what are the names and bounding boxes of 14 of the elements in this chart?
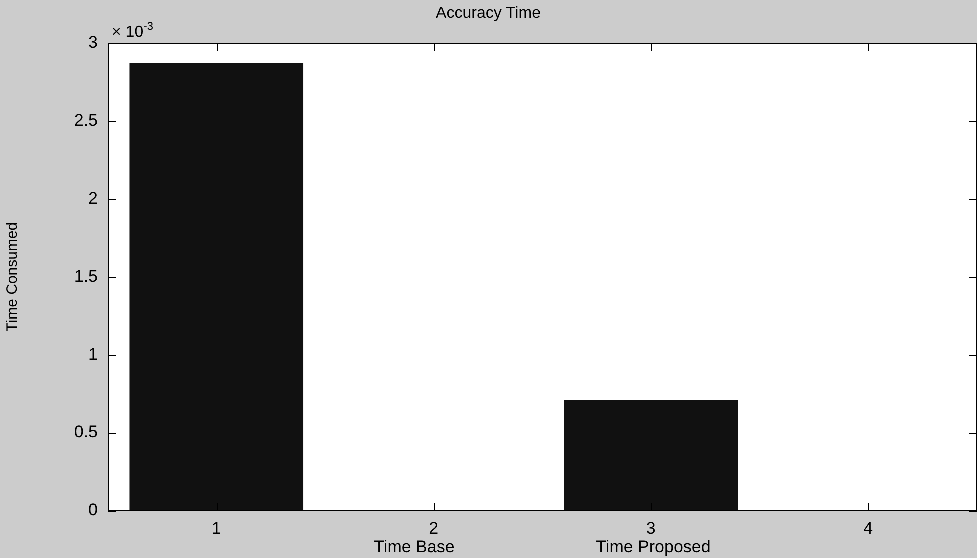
y-tick-label: 0.5 — [74, 422, 98, 442]
chart-title: Accuracy Time — [436, 5, 542, 22]
y-tick-label: 1.5 — [74, 266, 98, 286]
x-tick-label: 4 — [864, 518, 874, 538]
x-tick-label: 1 — [212, 518, 222, 538]
x-tick-label: 3 — [646, 518, 656, 538]
y-tick-label: 3 — [88, 32, 98, 52]
y-tick-label: 2 — [88, 188, 98, 208]
y-tick-label: 1 — [88, 344, 98, 364]
y-axis-title: Time Consumed — [4, 222, 22, 332]
x-axis-title: Time Base Time Proposed — [374, 537, 711, 556]
y-tick-label: 2.5 — [74, 110, 98, 130]
x-tick-label: 2 — [429, 518, 439, 538]
y-tick-label: 0 — [88, 500, 98, 520]
